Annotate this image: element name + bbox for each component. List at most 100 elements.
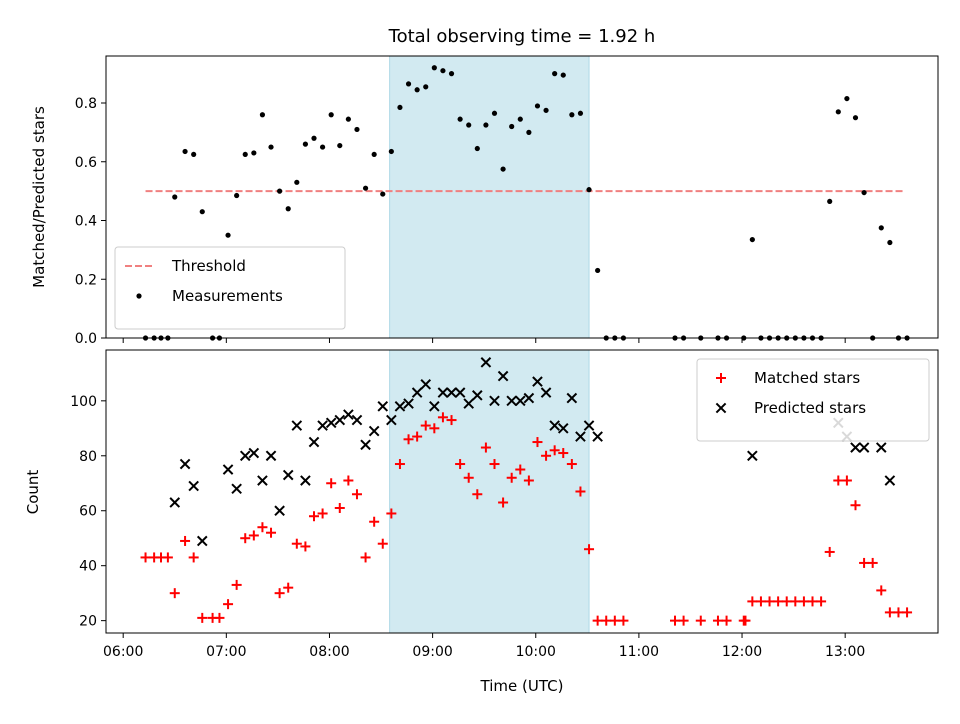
data-point (483, 122, 489, 128)
data-point (517, 116, 523, 122)
data-point (231, 483, 242, 495)
data-point-stroke-b (454, 387, 466, 398)
legend-swatch-stroke-b (715, 402, 727, 414)
data-point (412, 431, 423, 442)
data-point (489, 459, 500, 470)
data-point (833, 475, 844, 486)
data-point (532, 376, 543, 387)
data-point (543, 107, 549, 113)
legend-swatch (715, 402, 727, 414)
data-point (377, 401, 389, 412)
data-point (549, 445, 560, 456)
data-point (325, 417, 337, 429)
data-point (584, 544, 595, 555)
data-point (884, 607, 895, 618)
data-point-stroke-b (747, 450, 758, 462)
data-point (695, 615, 706, 626)
data-point (302, 141, 309, 147)
data-point (721, 615, 732, 626)
data-point (277, 188, 283, 194)
data-point-stroke-b (239, 450, 251, 462)
data-point (242, 151, 248, 158)
data-point (549, 420, 560, 431)
data-point (592, 431, 603, 442)
y-tick-label: 100 (70, 394, 97, 410)
data-point-stroke-b (188, 480, 199, 492)
legend-label: Predicted stars (754, 399, 866, 417)
data-point (179, 458, 191, 470)
data-point (835, 109, 841, 115)
data-point (678, 615, 689, 626)
data-point (248, 447, 260, 459)
data-point (592, 615, 603, 626)
x-tick-label: 13:00 (825, 644, 865, 660)
data-point (586, 187, 592, 193)
data-point (798, 596, 809, 607)
data-point (337, 142, 343, 149)
legend-box (696, 358, 930, 442)
data-point-stroke-b (265, 450, 277, 462)
x-tick-label: 09:00 (412, 644, 452, 660)
data-point (377, 538, 388, 549)
data-point-stroke-b (523, 392, 535, 404)
data-point (294, 179, 300, 185)
data-point (259, 112, 266, 118)
data-point (844, 95, 850, 102)
plot-frame (105, 349, 939, 634)
data-point (440, 68, 446, 74)
data-point-stroke-b (514, 395, 526, 407)
data-point-stroke-b (557, 422, 569, 434)
data-point-stroke-b (169, 497, 181, 508)
legend-swatch (136, 293, 142, 299)
data-point (609, 615, 620, 626)
data-point (523, 475, 534, 486)
data-point-stroke-b (196, 535, 208, 547)
data-point-stroke-b (437, 387, 449, 398)
data-point (595, 267, 601, 274)
data-point (712, 615, 723, 626)
data-point (394, 401, 406, 412)
data-point-stroke-b (850, 442, 861, 453)
data-point-stroke-b (471, 390, 483, 401)
data-point (480, 442, 491, 453)
data-point-stroke-b (222, 464, 234, 475)
data-point (747, 596, 758, 607)
data-point (172, 194, 178, 200)
data-point (861, 189, 867, 196)
data-point (509, 123, 515, 130)
data-point (291, 538, 302, 549)
data-point (566, 392, 578, 404)
data-point (285, 206, 291, 212)
data-point (266, 527, 277, 538)
data-point-stroke-b (566, 392, 578, 404)
data-point (472, 489, 483, 500)
data-point (902, 607, 913, 618)
data-point (824, 546, 835, 557)
data-point (466, 122, 472, 128)
data-point (816, 596, 827, 607)
data-point (334, 414, 346, 426)
data-point (234, 192, 240, 199)
data-point (878, 225, 884, 231)
data-point (300, 541, 311, 552)
data-point (403, 434, 414, 445)
data-point (362, 185, 369, 191)
y-tick-label: 80 (79, 449, 97, 465)
data-point (274, 505, 285, 517)
data-point-stroke-b (248, 447, 260, 459)
y-tick-label: 0.8 (75, 96, 97, 112)
legend-label: Matched stars (754, 369, 860, 387)
data-point-stroke-b (575, 431, 586, 442)
data-point (480, 357, 492, 368)
data-point-stroke-b (343, 409, 354, 420)
legend-label: Threshold (171, 257, 246, 275)
data-point (764, 596, 775, 607)
data-point (394, 459, 405, 470)
legend-swatch (716, 373, 726, 383)
data-point (429, 401, 440, 412)
data-point (162, 552, 173, 563)
y-tick-label: 0.0 (75, 331, 97, 347)
data-point (755, 596, 766, 607)
legend: Matched stars Predicted stars (696, 358, 930, 442)
data-point (575, 486, 586, 497)
